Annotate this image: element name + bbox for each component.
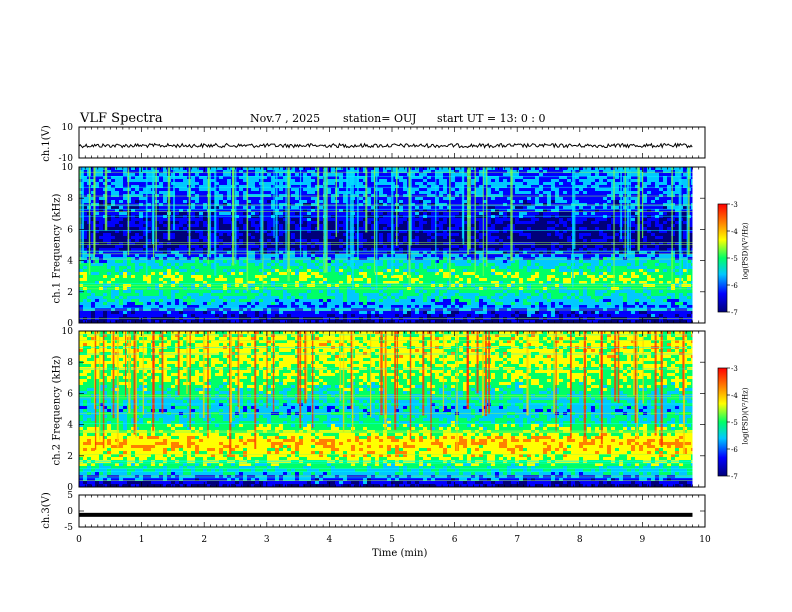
ch2-frequency-ylabel: ch.2 Frequency (kHz) bbox=[51, 355, 63, 466]
y-tick-label: -10 bbox=[59, 154, 74, 164]
x-tick-label: 1 bbox=[139, 535, 145, 545]
y-tick-label: 4 bbox=[67, 421, 73, 431]
y-tick-label: 6 bbox=[67, 225, 73, 235]
y-tick-label: 2 bbox=[67, 288, 73, 298]
y-tick-label: 10 bbox=[62, 327, 74, 337]
colorbar2-label: log(PSD)(V²/Hz) bbox=[741, 387, 750, 445]
colorbar: -3 -4 -5 -6 -7 bbox=[717, 201, 738, 317]
station-label: station= OUJ bbox=[343, 112, 417, 125]
y-tick-label: 10 bbox=[62, 163, 74, 173]
colorbar-tick-label: -7 bbox=[731, 473, 738, 481]
x-tick-label: 10 bbox=[699, 535, 711, 545]
panel-ch2-spectrogram: 0 2 4 6 8 10 -3 -4 -5 -6 -7 bbox=[62, 327, 739, 493]
spectrogram-image bbox=[79, 167, 705, 323]
x-tick-label: 3 bbox=[264, 535, 270, 545]
x-tick-label: 2 bbox=[201, 535, 207, 545]
y-tick-label: 6 bbox=[67, 389, 73, 399]
y-tick-label: 8 bbox=[67, 358, 73, 368]
x-axis-label: Time (min) bbox=[372, 548, 428, 559]
y-tick-label: 10 bbox=[62, 123, 74, 133]
x-tick-label: 0 bbox=[76, 535, 82, 545]
ch3-voltage-ylabel: ch.3(V) bbox=[40, 492, 52, 529]
colorbar-tick-label: -6 bbox=[731, 446, 738, 454]
colorbar-tick-label: -7 bbox=[731, 309, 738, 317]
y-tick-label: 0 bbox=[67, 483, 73, 493]
chart-title: VLF Spectra bbox=[80, 111, 163, 126]
ch1-frequency-ylabel: ch.1 Frequency (kHz) bbox=[51, 193, 63, 304]
date-label: Nov.7 , 2025 bbox=[250, 112, 321, 125]
x-tick-label: 5 bbox=[389, 535, 395, 545]
panel-ch3-waveform: 5 0 -5 bbox=[64, 491, 706, 533]
x-tick-label: 8 bbox=[577, 535, 583, 545]
y-tick-label: -5 bbox=[64, 523, 73, 533]
colorbar-tick-label: -5 bbox=[731, 419, 738, 427]
x-tick-label: 4 bbox=[327, 535, 333, 545]
y-tick-label: 4 bbox=[67, 257, 73, 267]
colorbar-tick-label: -5 bbox=[731, 255, 738, 263]
colorbar-tick-label: -3 bbox=[731, 201, 738, 209]
ch1-waveform-line bbox=[78, 142, 693, 149]
x-tick-label: 7 bbox=[514, 535, 520, 545]
colorbar-gradient bbox=[717, 203, 728, 313]
y-tick-label: 0 bbox=[67, 319, 73, 329]
ch3-waveform-line bbox=[79, 512, 693, 517]
y-tick-label: 8 bbox=[67, 194, 73, 204]
y-tick-label: 5 bbox=[67, 491, 73, 501]
start-time-label: start UT = 13: 0 : 0 bbox=[437, 112, 546, 125]
x-tick-label: 6 bbox=[452, 535, 458, 545]
colorbar-tick-label: -3 bbox=[731, 365, 738, 373]
colorbar-gradient bbox=[717, 367, 728, 477]
colorbar-tick-label: -4 bbox=[731, 392, 738, 400]
y-tick-label: 0 bbox=[67, 507, 73, 517]
colorbar: -3 -4 -5 -6 -7 bbox=[717, 365, 738, 481]
spectrogram-image bbox=[79, 331, 705, 487]
ch1-voltage-ylabel: ch.1(V) bbox=[40, 125, 52, 162]
x-tick-label: 9 bbox=[640, 535, 646, 545]
y-tick-label: 2 bbox=[67, 452, 73, 462]
panel-ch1-waveform: 10 -10 bbox=[59, 123, 706, 164]
colorbar-tick-label: -6 bbox=[731, 282, 738, 290]
panel-ch1-spectrogram: 0 2 4 6 8 10 -3 -4 -5 -6 -7 bbox=[62, 163, 739, 329]
colorbar1-label: log(PSD)(V²/Hz) bbox=[741, 222, 750, 280]
colorbar-tick-label: -4 bbox=[731, 228, 738, 236]
